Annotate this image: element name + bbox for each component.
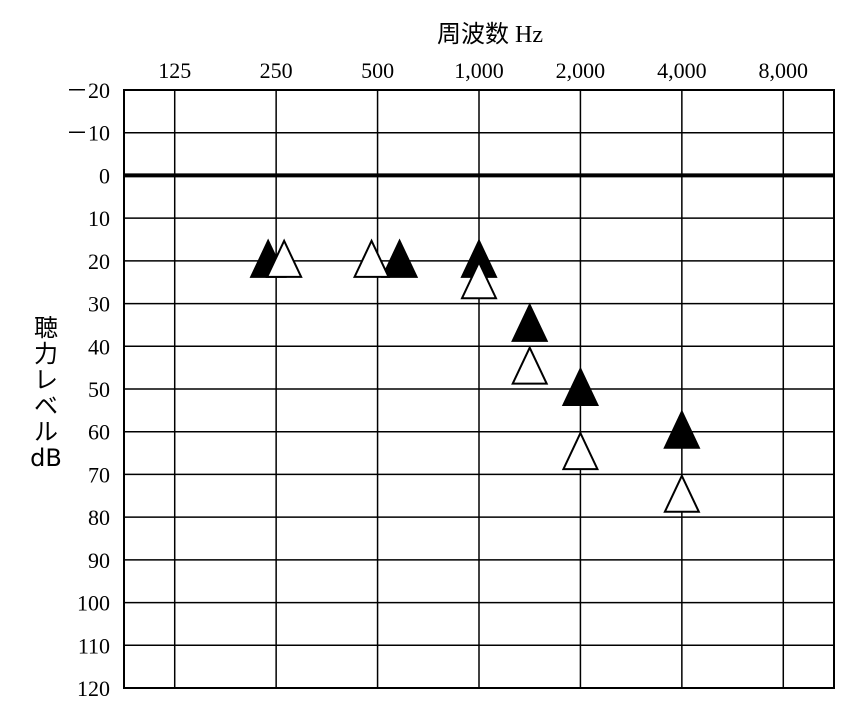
y-tick-label: 120 xyxy=(77,676,110,701)
y-axis-label-char: ベ xyxy=(34,392,58,420)
open-triangle-marker xyxy=(511,345,549,385)
open-triangle-marker xyxy=(561,430,600,471)
x-tick-label: 2,000 xyxy=(556,58,606,83)
filled-triangle-marker xyxy=(561,366,600,406)
y-axis-label-char: 力 xyxy=(34,340,58,368)
y-tick-label: 100 xyxy=(77,591,110,616)
x-tick-label: 500 xyxy=(361,58,394,83)
y-tick-label: 80 xyxy=(88,505,110,530)
grid xyxy=(123,89,835,689)
x-tick-label: 250 xyxy=(260,58,293,83)
y-tick-label: 10 xyxy=(88,206,110,231)
y-tick-label: 70 xyxy=(88,462,110,487)
x-tick-labels: 125 250 500 1,000 2,000 4,000 8,000 xyxy=(158,58,808,83)
y-tick-labels: －20 －10 0 10 20 30 40 50 60 70 80 90 100 110 120 xyxy=(66,78,110,701)
x-tick-label: 8,000 xyxy=(759,58,809,83)
y-tick-label: 90 xyxy=(88,548,110,573)
y-tick-label: 40 xyxy=(88,334,110,359)
y-axis-label-char: ル xyxy=(34,418,58,446)
y-tick-label: －10 xyxy=(66,121,110,146)
open-triangle-marker xyxy=(352,238,391,278)
y-tick-label: －20 xyxy=(66,78,110,103)
y-tick-label: 20 xyxy=(88,249,110,274)
y-axis-label-char: dB xyxy=(30,444,62,472)
filled-triangle-marker xyxy=(663,409,701,449)
filled-triangle-marker xyxy=(380,238,419,278)
x-tick-label: 125 xyxy=(158,58,191,83)
x-tick-label: 4,000 xyxy=(657,58,707,83)
open-triangle-marker xyxy=(460,259,498,300)
open-triangle-marker xyxy=(663,473,701,513)
x-tick-label: 1,000 xyxy=(454,58,504,83)
plot-frame xyxy=(123,89,835,689)
filled-triangle-marker xyxy=(511,302,549,342)
y-tick-label: 110 xyxy=(78,633,110,658)
y-tick-label: 30 xyxy=(88,292,110,317)
y-axis-label-char: 聴 xyxy=(34,314,58,342)
data-marks xyxy=(249,238,701,513)
y-tick-label: 0 xyxy=(99,163,110,188)
open-triangle-marker xyxy=(265,238,303,278)
y-axis-label-char: レ xyxy=(34,366,58,394)
y-tick-label: 50 xyxy=(88,377,110,402)
y-tick-label: 60 xyxy=(88,420,110,445)
x-axis-title: 周波数 Hz xyxy=(437,21,543,48)
